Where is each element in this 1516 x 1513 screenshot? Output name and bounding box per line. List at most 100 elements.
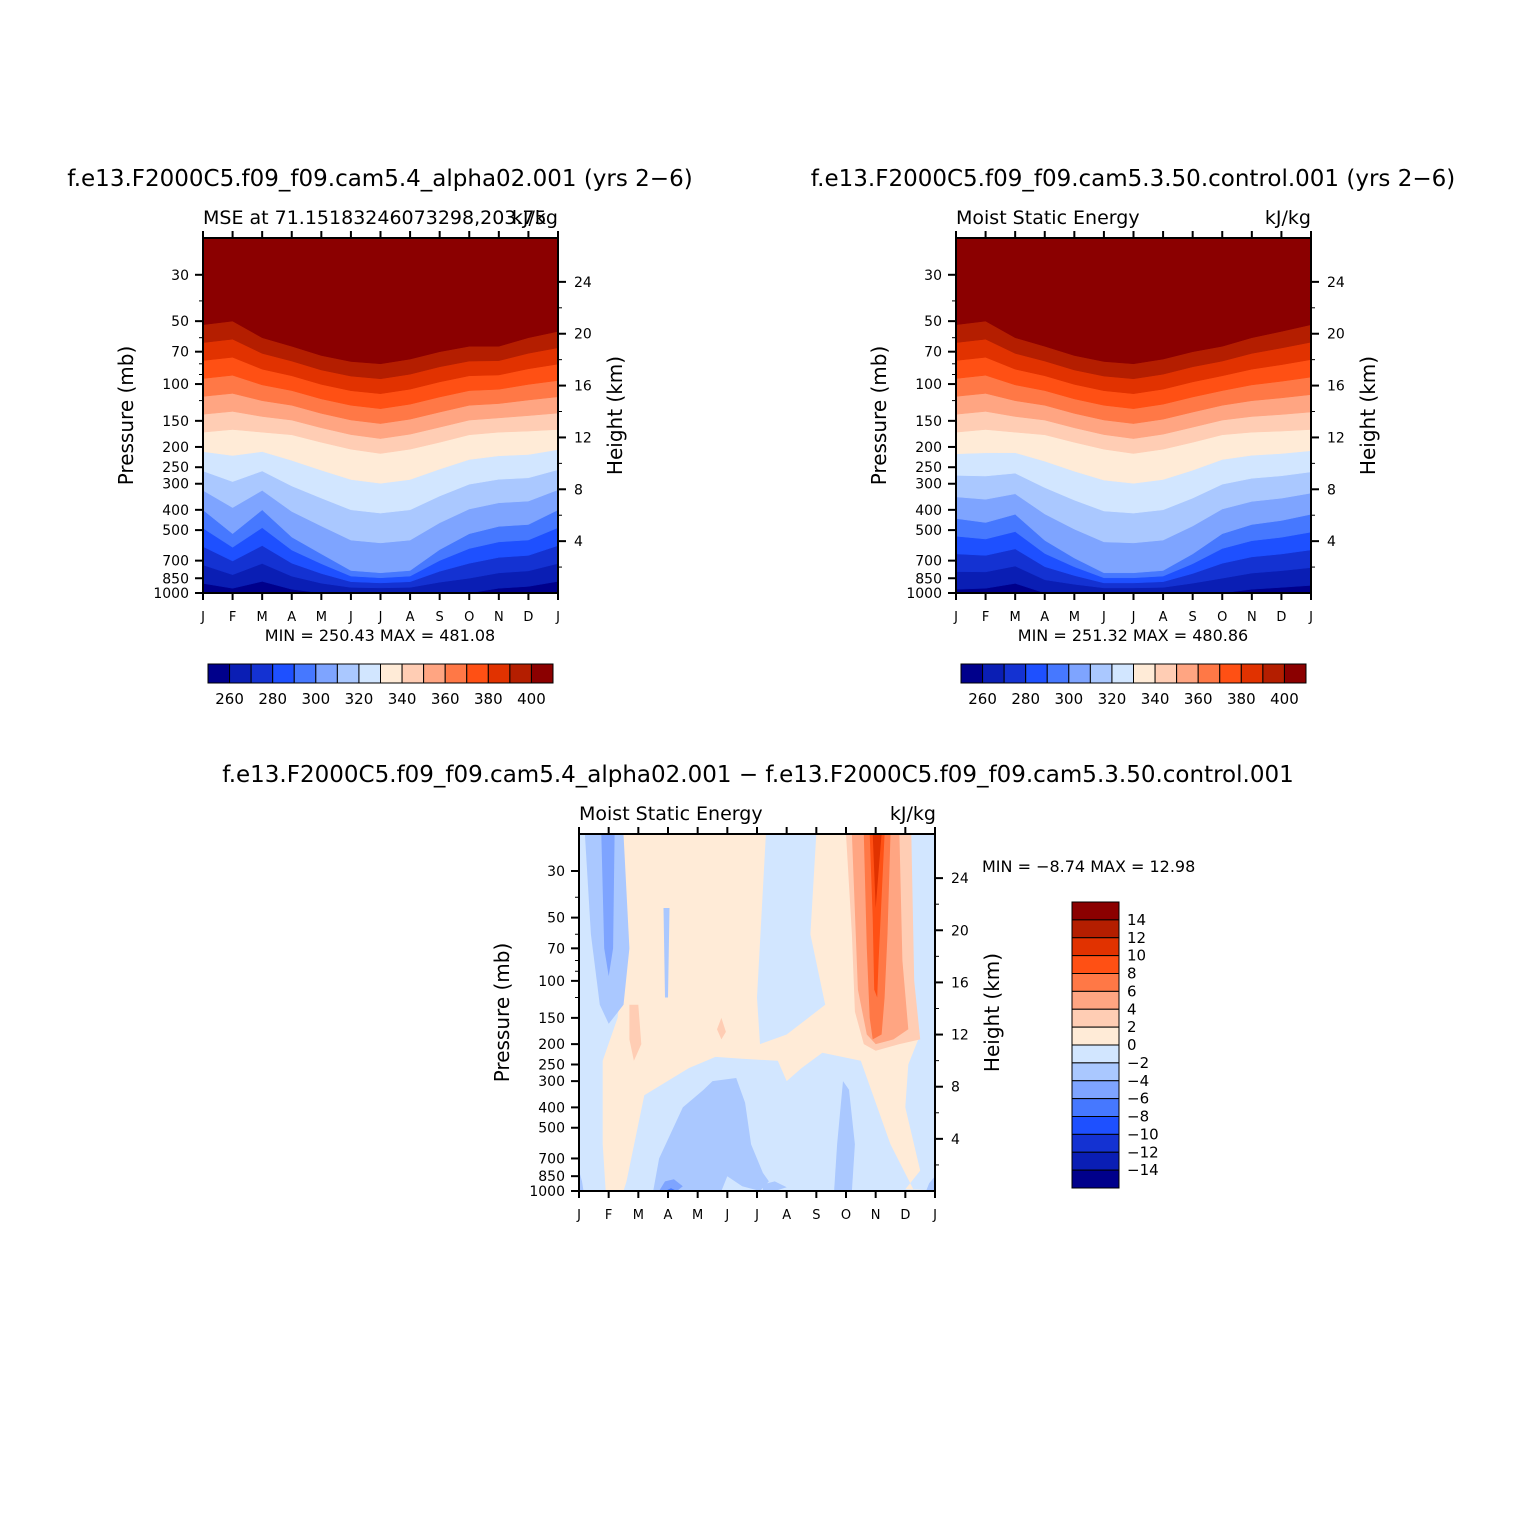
panel2-colorbar-swatch xyxy=(1046,663,1070,684)
panel1-ytick-label: 700 xyxy=(162,554,189,570)
panel3-colorbar-label: 6 xyxy=(1127,982,1137,1000)
panel2-htick-label: 16 xyxy=(1327,379,1345,395)
panel1-colorbar: 260 280 300 320 340 360 380 400 xyxy=(207,663,554,708)
panel3-colorbar-swatch xyxy=(1071,919,1120,939)
panel3-neg-jan xyxy=(579,1170,584,1191)
panel1-htick-label: 4 xyxy=(574,534,583,550)
panel2-colorbar-label: 400 xyxy=(1270,690,1299,708)
panel2-xtick-label: J xyxy=(953,610,958,625)
panel3-colorbar-swatch xyxy=(1071,1026,1120,1046)
panel3-colorbar-swatch xyxy=(1071,1080,1120,1100)
panel2-band-15 xyxy=(956,238,1311,365)
panel3-colorbar-label: −14 xyxy=(1127,1161,1159,1179)
panel3-colorbar-label: 2 xyxy=(1127,1018,1137,1036)
panel2-xtick-label: J xyxy=(1101,610,1106,625)
panel1-htick-label: 24 xyxy=(574,275,592,291)
panel3-ylabel-right: Height (km) xyxy=(980,953,1004,1072)
panel2-ylabel: Pressure (mb) xyxy=(867,346,891,486)
panel3-htick-label: 12 xyxy=(951,1028,969,1044)
panel1-contours xyxy=(203,238,558,593)
panel3-xtick-label: A xyxy=(664,1208,673,1223)
panel3-xtick-label: S xyxy=(812,1208,820,1223)
panel2-colorbar-swatch xyxy=(1003,663,1027,684)
panel3-ytick-label: 200 xyxy=(538,1037,565,1053)
panel1-ylabel-right: Height (km) xyxy=(603,356,627,475)
panel-alpha02: f.e13.F2000C5.f09_f09.cam5.4_alpha02.001… xyxy=(67,166,692,708)
panel3-xtick-label: J xyxy=(724,1208,729,1223)
panel1-subtitle-right: kJ/kg xyxy=(512,207,558,229)
panel2-contours xyxy=(956,238,1311,593)
panel3-pos-nov-10 xyxy=(869,834,885,998)
panel1-colorbar-swatch xyxy=(509,663,532,684)
panel1-colorbar-swatch xyxy=(336,663,360,684)
panel1-xtick-label: J xyxy=(200,610,205,625)
panel2-ytick-label: 500 xyxy=(915,523,942,539)
panel3-colorbar-label: −2 xyxy=(1127,1054,1149,1072)
panel2-xtick-label: M xyxy=(1069,610,1080,625)
panel1-colorbar-swatch xyxy=(530,663,554,684)
panel3-htick-label: 20 xyxy=(951,923,969,939)
panel2-ytick-label: 150 xyxy=(915,414,942,430)
panel3-htick-label: 24 xyxy=(951,871,969,887)
panel2-xtick-label: M xyxy=(1010,610,1021,625)
panel-control: f.e13.F2000C5.f09_f09.cam5.3.50.control.… xyxy=(811,166,1455,708)
panel1-xtick-label: D xyxy=(523,610,533,625)
panel2-htick-label: 4 xyxy=(1327,534,1336,550)
panel2-ytick-label: 850 xyxy=(915,571,942,587)
panel3-neg-feb-6 xyxy=(601,834,615,977)
panel3-ytick-label: 50 xyxy=(547,911,565,927)
panel3-subtitle-right: kJ/kg xyxy=(890,803,936,825)
panel1-ytick-label: 100 xyxy=(162,377,189,393)
panel1-colorbar-swatch xyxy=(487,663,511,684)
panel1-colorbar-swatch xyxy=(466,663,489,684)
panel1-minmax: MIN = 250.43 MAX = 481.08 xyxy=(265,626,495,645)
panel1-htick-label: 12 xyxy=(574,430,592,446)
panel3-xtick-label: J xyxy=(754,1208,759,1223)
panel3-colorbar-swatch xyxy=(1071,1151,1120,1171)
panel1-colorbar-swatch xyxy=(401,663,425,684)
panel2-ytick-label: 100 xyxy=(915,377,942,393)
panel2-colorbar-label: 260 xyxy=(968,690,997,708)
panel2-title: f.e13.F2000C5.f09_f09.cam5.3.50.control.… xyxy=(811,166,1455,192)
panel2-colorbar-swatch xyxy=(960,663,984,684)
panel3-colorbar-swatch xyxy=(1071,973,1120,992)
panel1-xtick-label: F xyxy=(229,610,236,625)
panel3-colorbar-label: 0 xyxy=(1127,1036,1137,1054)
panel3-ytick-label: 850 xyxy=(538,1169,565,1185)
panel1-ytick-label: 70 xyxy=(171,345,189,361)
panel2-ytick-label: 50 xyxy=(924,314,942,330)
panel1-title: f.e13.F2000C5.f09_f09.cam5.4_alpha02.001… xyxy=(67,166,692,192)
panel3-ytick-label: 100 xyxy=(538,974,565,990)
panel1-htick-label: 16 xyxy=(574,379,592,395)
panel1-colorbar-swatch xyxy=(444,663,468,684)
panel3-xtick-label: M xyxy=(692,1208,703,1223)
panel1-colorbar-label: 300 xyxy=(301,690,330,708)
panel2-xtick-label: S xyxy=(1189,610,1197,625)
panel2-colorbar-swatch xyxy=(1089,663,1113,684)
panel1-colorbar-label: 400 xyxy=(517,690,546,708)
panel3-xtick-label: A xyxy=(782,1208,791,1223)
panel3-ytick-label: 500 xyxy=(538,1121,565,1137)
panel3-ytick-label: 700 xyxy=(538,1151,565,1167)
panel2-ytick-label: 700 xyxy=(915,554,942,570)
panel3-ytick-label: 70 xyxy=(547,941,565,957)
panel2-xtick-label: F xyxy=(982,610,989,625)
panel3-minmax: MIN = −8.74 MAX = 12.98 xyxy=(982,857,1195,876)
panel3-colorbar-swatch xyxy=(1071,1044,1120,1064)
panel3-title: f.e13.F2000C5.f09_f09.cam5.4_alpha02.001… xyxy=(222,762,1293,788)
panel3-colorbar-label: −10 xyxy=(1127,1125,1159,1143)
panel2-colorbar-label: 300 xyxy=(1054,690,1083,708)
panel1-xtick-label: S xyxy=(436,610,444,625)
panel1-colorbar-label: 280 xyxy=(258,690,287,708)
panel2-ytick-label: 200 xyxy=(915,440,942,456)
panel3-ytick-label: 150 xyxy=(538,1011,565,1027)
panel3-pos-mar xyxy=(629,1004,642,1061)
panel1-ytick-label: 300 xyxy=(162,477,189,493)
panel3-neg-dec xyxy=(926,1176,935,1191)
panel2-colorbar-swatch xyxy=(1154,663,1178,684)
panel3-neg-dec-upper xyxy=(917,834,935,1066)
panel3-colorbar-label: 10 xyxy=(1127,947,1146,965)
panel1-xtick-label: O xyxy=(464,610,474,625)
